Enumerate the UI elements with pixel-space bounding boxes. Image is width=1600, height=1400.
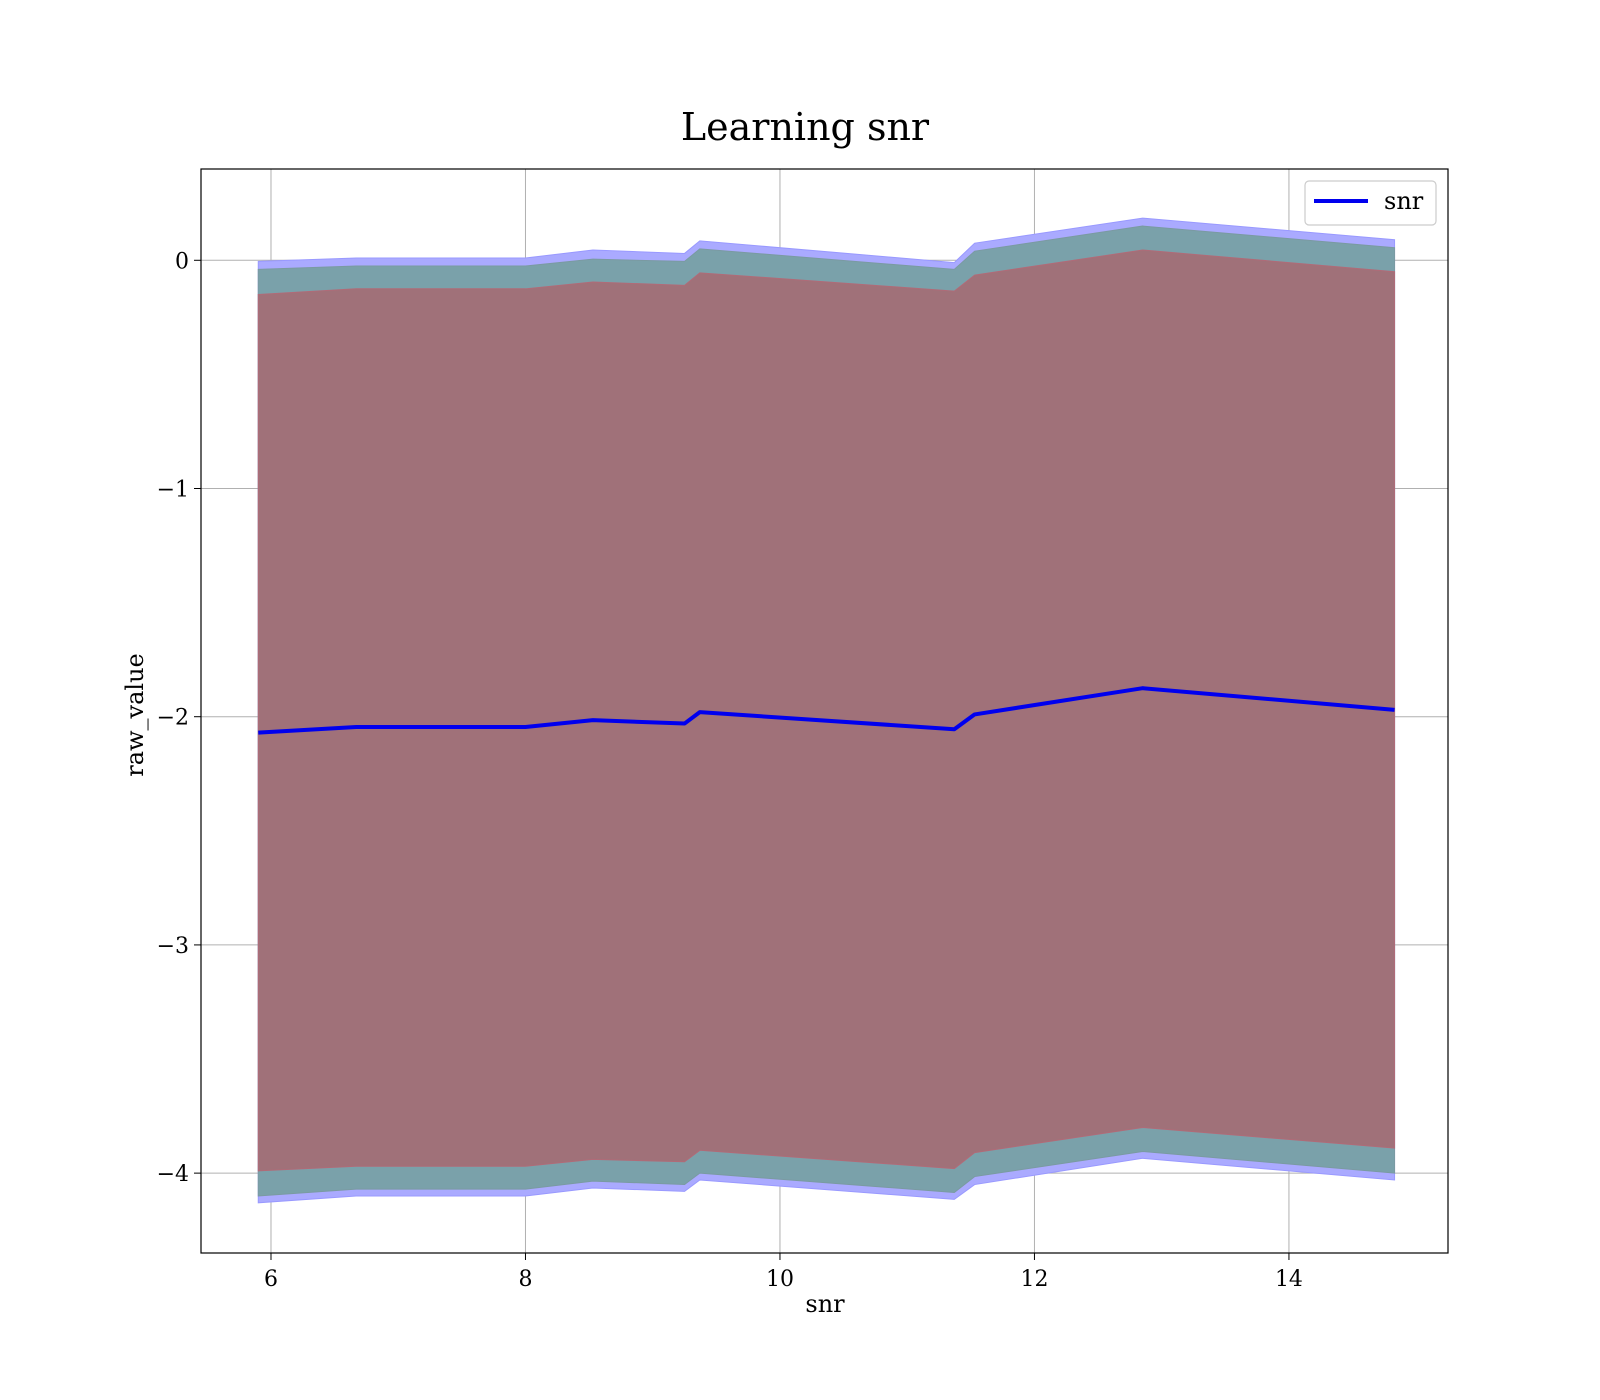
plot-frame [200, 168, 1449, 1254]
y-axis-label: raw_value [121, 653, 149, 777]
legend-box [1304, 180, 1437, 226]
y-tick-label: 0 [175, 249, 189, 274]
x-axis-label: snr [805, 1290, 845, 1318]
series-lines [258, 686, 1395, 735]
x-tick-label: 6 [264, 1267, 278, 1292]
x-tick-label: 14 [1275, 1267, 1303, 1292]
y-tick-label: −2 [157, 706, 189, 731]
y-axis-ticks: 0 −1 −2 −3 −4 [157, 249, 201, 1187]
confidence-bands [257, 217, 1396, 1204]
y-tick-label: −1 [157, 477, 189, 502]
x-tick-label: 10 [766, 1267, 794, 1292]
chart-title: Learning snr [681, 105, 930, 149]
y-tick-label: −3 [157, 934, 189, 959]
series-line-snr [258, 686, 1395, 735]
legend-label-snr: snr [1384, 187, 1424, 215]
x-tick-label: 8 [518, 1267, 532, 1292]
band-inner [257, 249, 1396, 1172]
legend: snr [1304, 180, 1437, 226]
x-tick-label: 12 [1020, 1267, 1048, 1292]
x-axis-ticks: 6 8 10 12 14 [264, 1253, 1303, 1292]
y-tick-label: −4 [157, 1162, 189, 1187]
